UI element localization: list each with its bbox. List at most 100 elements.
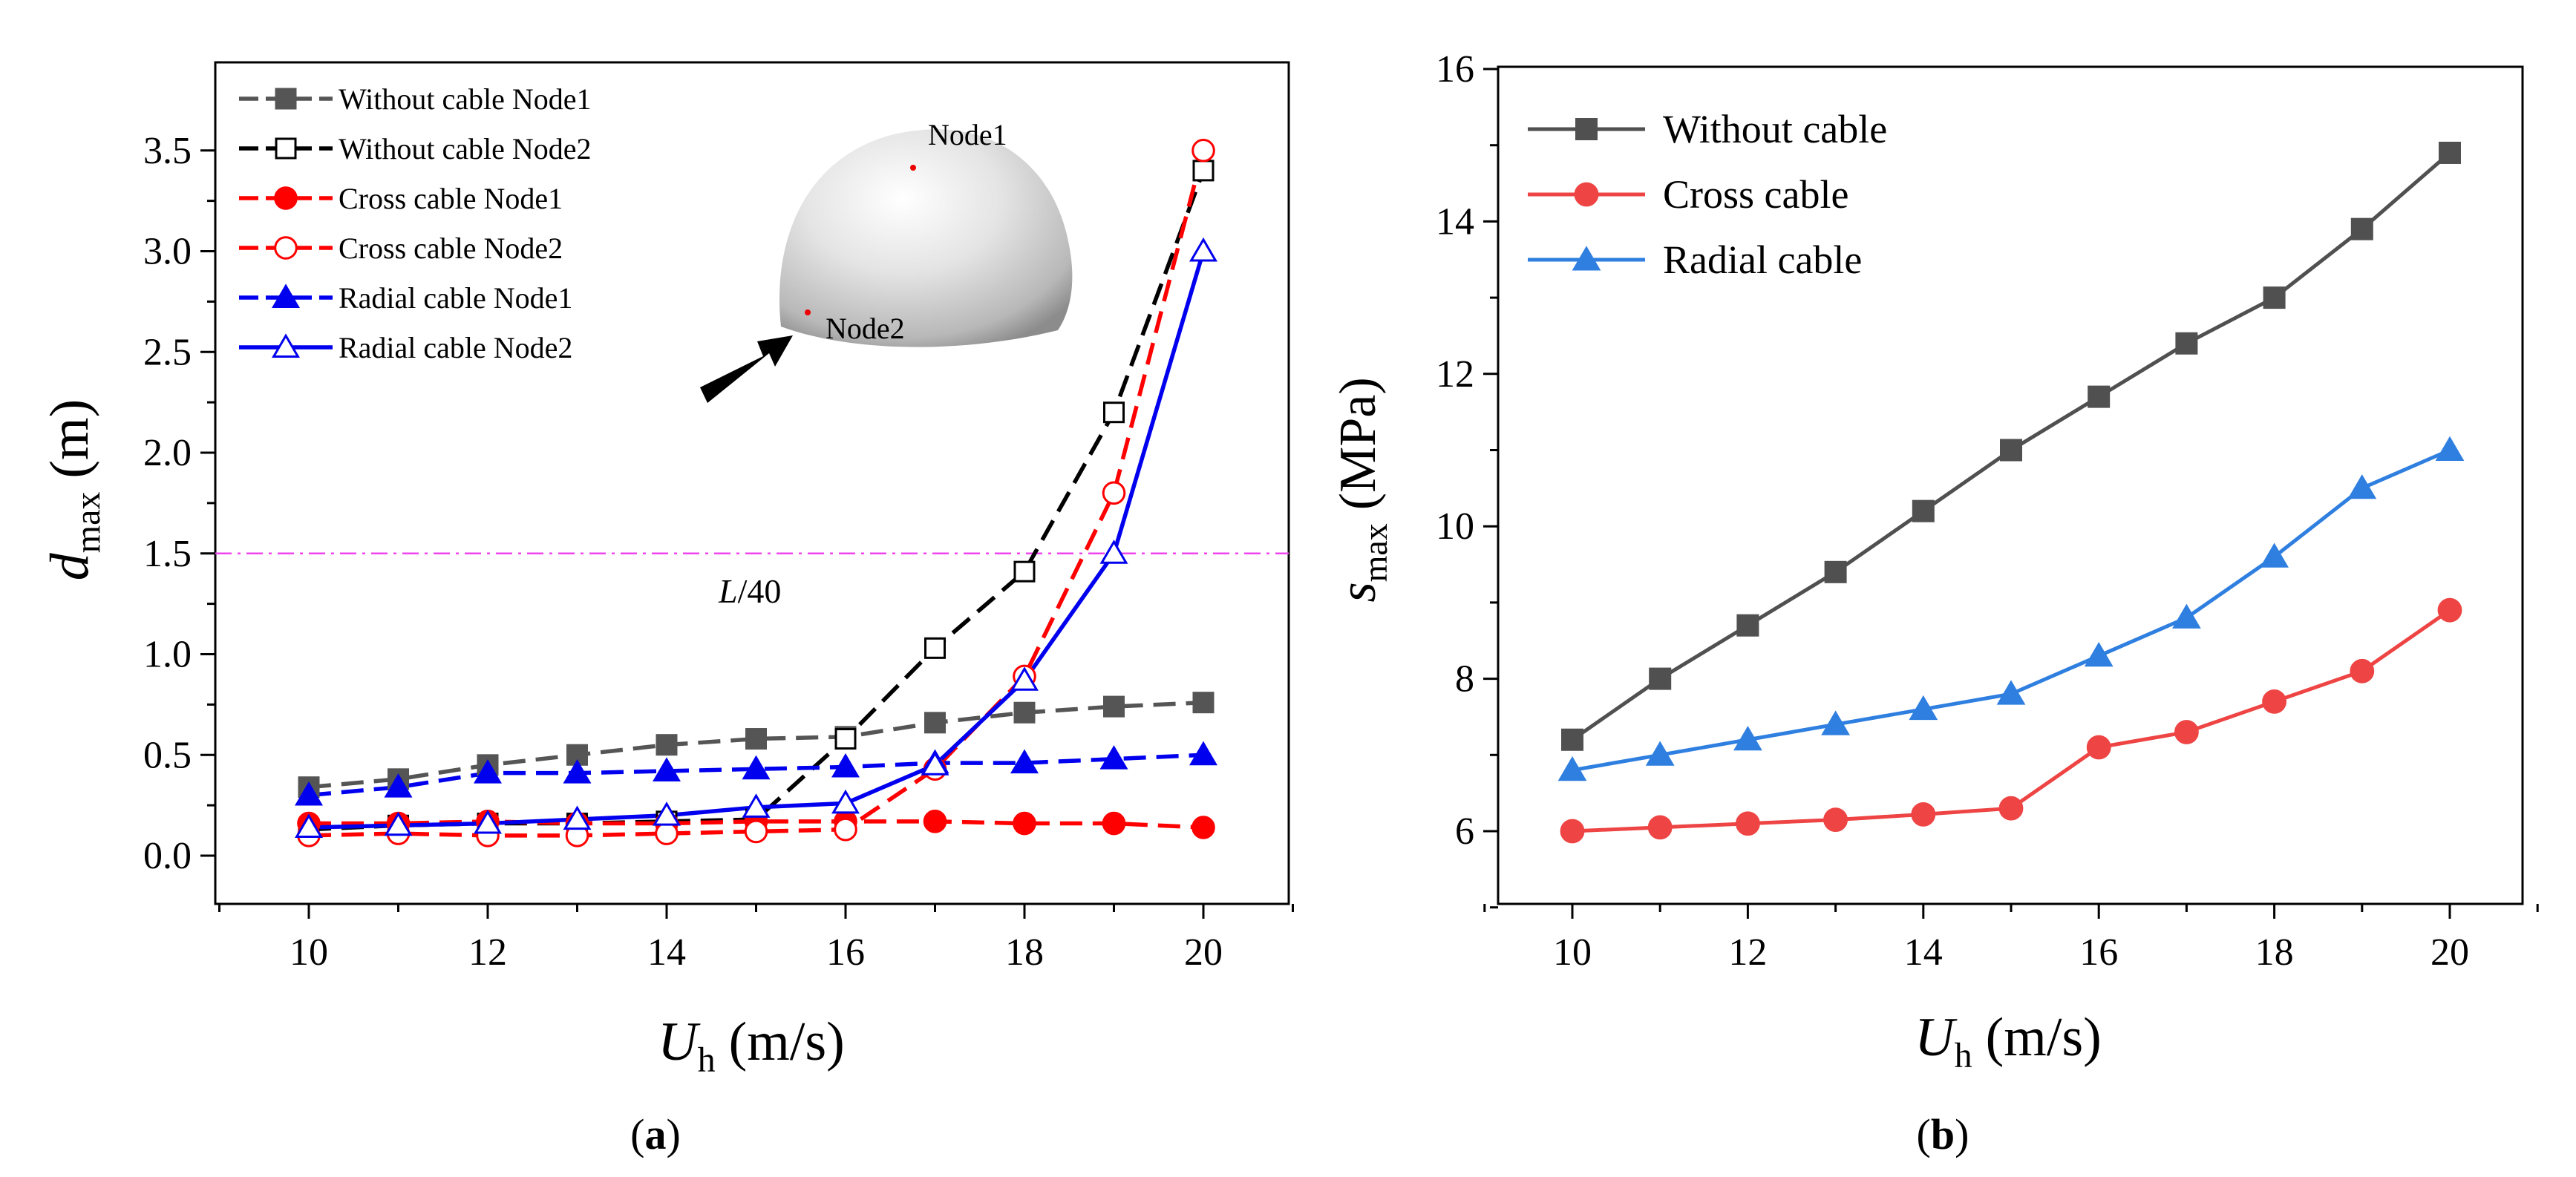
panel-a-point-s6-9 — [1010, 666, 1039, 691]
panel-b-point-s1-1 — [1561, 728, 1583, 751]
inset-node1-label: Node1 — [928, 118, 1007, 151]
panel-a-point-s6-8 — [921, 751, 949, 776]
panel-a-series-line-5 — [308, 753, 1204, 798]
panel-a-point-s6-10 — [1099, 540, 1128, 564]
panel-a-point-s3-8 — [923, 810, 947, 833]
panel-a-point-s6-7 — [831, 789, 860, 814]
legend-b-marker-3 — [1572, 246, 1601, 271]
panel-b-point-s1-5 — [1912, 499, 1935, 522]
node2-point — [805, 309, 811, 315]
panel-b-series-line-3 — [1572, 448, 2451, 773]
panel-b-point-s2-6 — [1998, 796, 2024, 821]
panel-a-x-tick-label: 16 — [826, 931, 865, 974]
panel-b-point-s1-9 — [2263, 286, 2286, 309]
panel-b-chart: 10 12 14 16 18 20 6 8 10 12 14 16 Without cable Cro… — [1330, 48, 2539, 1158]
panel-a-point-s1-11 — [1192, 692, 1215, 714]
panel-a-point-s5-3 — [474, 759, 502, 784]
panel-b-point-s1-4 — [1824, 560, 1847, 583]
inset-node2-label: Node2 — [826, 312, 905, 345]
panel-b-point-s1-8 — [2175, 332, 2198, 355]
panel-a-point-s5-6 — [742, 755, 771, 780]
reference-line-label-rest: /40 — [738, 572, 782, 610]
panel-b-x-tick-label: 12 — [1728, 931, 1767, 974]
panel-a-chart: L/40 10 12 14 16 18 20 0.0 0.5 1.0 1.5 2.0 2.5 3.0 3… — [39, 61, 1294, 1158]
panel-b-point-s3-7 — [2084, 642, 2114, 667]
panel-b-point-s2-9 — [2262, 689, 2287, 714]
legend-a-marker-4 — [274, 236, 298, 260]
panel-b-point-s2-1 — [1560, 819, 1585, 844]
panel-a-point-s6-1 — [295, 813, 323, 838]
panel-a-y-tick-label: 2.5 — [143, 331, 192, 373]
panel-b-point-s3-6 — [1996, 680, 2026, 705]
legend-a-marker-3 — [274, 186, 298, 210]
panel-b-point-s3-10 — [2347, 474, 2377, 499]
reference-line-label: L/40 — [718, 572, 781, 610]
legend-a-label-4: Cross cable Node2 — [339, 232, 563, 265]
panel-b-point-s2-4 — [1823, 807, 1848, 832]
panel-a-point-s1-5 — [656, 734, 678, 756]
panel-a-x-tick-label: 20 — [1184, 931, 1223, 974]
panel-a-point-s2-7 — [834, 728, 857, 750]
panel-b-point-s3-2 — [1645, 741, 1675, 766]
panel-a-point-s1-8 — [924, 712, 946, 734]
panel-b-x-tick-label: 16 — [2079, 931, 2118, 974]
panel-b-point-s3-3 — [1733, 725, 1762, 751]
panel-a-series-line-4 — [308, 150, 1206, 838]
panel-a-point-s5-7 — [831, 753, 860, 778]
panel-b-point-s1-7 — [2088, 385, 2111, 408]
panel-a-legend: Without cable Node1 Without cable Node2 Cr… — [239, 82, 592, 364]
panel-b-point-s1-6 — [2000, 439, 2022, 462]
panel-a-y-tick-label: 0.0 — [143, 835, 192, 877]
panel-b-y-tick-label: 12 — [1436, 353, 1474, 396]
panel-a-x-tick-label: 10 — [290, 931, 328, 974]
panel-a-x-tick-label: 18 — [1005, 931, 1044, 974]
panel-b-point-s2-8 — [2174, 720, 2199, 744]
legend-b-label-1: Without cable — [1663, 107, 1887, 151]
panel-a-point-s1-6 — [745, 728, 767, 750]
dome-shape — [779, 129, 1073, 347]
panel-b-point-s2-10 — [2350, 658, 2375, 683]
panel-b-point-s3-1 — [1557, 756, 1587, 781]
panel-a-point-s5-5 — [653, 757, 681, 781]
panel-a-point-s2-8 — [924, 637, 946, 659]
panel-b-point-s2-11 — [2437, 597, 2462, 623]
panel-a-y-axis-label: dmax(m) — [39, 399, 108, 581]
panel-a-point-s5-9 — [1010, 749, 1039, 774]
panel-a-x-axis-label: Uh (m/s) — [658, 1012, 845, 1080]
panel-a-point-s6-6 — [742, 793, 771, 818]
panel-a-point-s3-10 — [1102, 811, 1126, 836]
panel-b-point-s2-2 — [1647, 815, 1673, 840]
reference-line-label-main: L — [718, 572, 738, 610]
panel-b-point-s2-3 — [1736, 811, 1760, 836]
panel-a-y-tick-label: 3.5 — [143, 130, 192, 172]
legend-a-label-6: Radial cable Node2 — [339, 331, 572, 364]
legend-a-label-2: Without cable Node2 — [339, 132, 592, 165]
panel-b-caption: (b) — [1917, 1110, 1969, 1158]
panel-b-x-ticks: 10 12 14 16 18 20 — [1483, 904, 2539, 974]
panel-a-y-tick-label: 2.0 — [143, 432, 192, 474]
panel-b-x-tick-label: 14 — [1904, 931, 1943, 974]
panel-b-point-s3-8 — [2172, 603, 2201, 629]
panel-a-point-s2-9 — [1013, 560, 1036, 583]
panel-b-x-tick-label: 18 — [2255, 931, 2294, 974]
panel-b-y-tick-label: 6 — [1455, 810, 1474, 853]
panel-a-y-ticks: 0.0 0.5 1.0 1.5 2.0 2.5 3.0 3.5 — [143, 130, 215, 877]
panel-a-point-s6-5 — [653, 801, 681, 826]
panel-a-x-tick-label: 14 — [647, 931, 686, 974]
legend-a-label-1: Without cable Node1 — [339, 82, 592, 116]
legend-b-marker-1 — [1575, 118, 1598, 140]
panel-b-point-s1-10 — [2350, 217, 2373, 240]
panel-a-point-s5-2 — [384, 773, 413, 798]
panel-a-y-tick-label: 1.0 — [143, 634, 192, 676]
panel-b-y-tick-label: 16 — [1436, 48, 1474, 91]
legend-a-marker-1 — [275, 88, 297, 110]
legend-b-label-3: Radial cable — [1663, 237, 1862, 282]
legend-a-label-5: Radial cable Node1 — [339, 281, 572, 315]
panel-b-y-tick-label: 8 — [1455, 658, 1474, 701]
panel-a-plot-frame — [214, 61, 1290, 905]
panel-b-point-s3-9 — [2260, 542, 2289, 568]
panel-b-point-s1-3 — [1736, 614, 1759, 637]
panel-a-point-s5-1 — [295, 781, 323, 806]
panel-a-point-s5-11 — [1189, 741, 1217, 766]
